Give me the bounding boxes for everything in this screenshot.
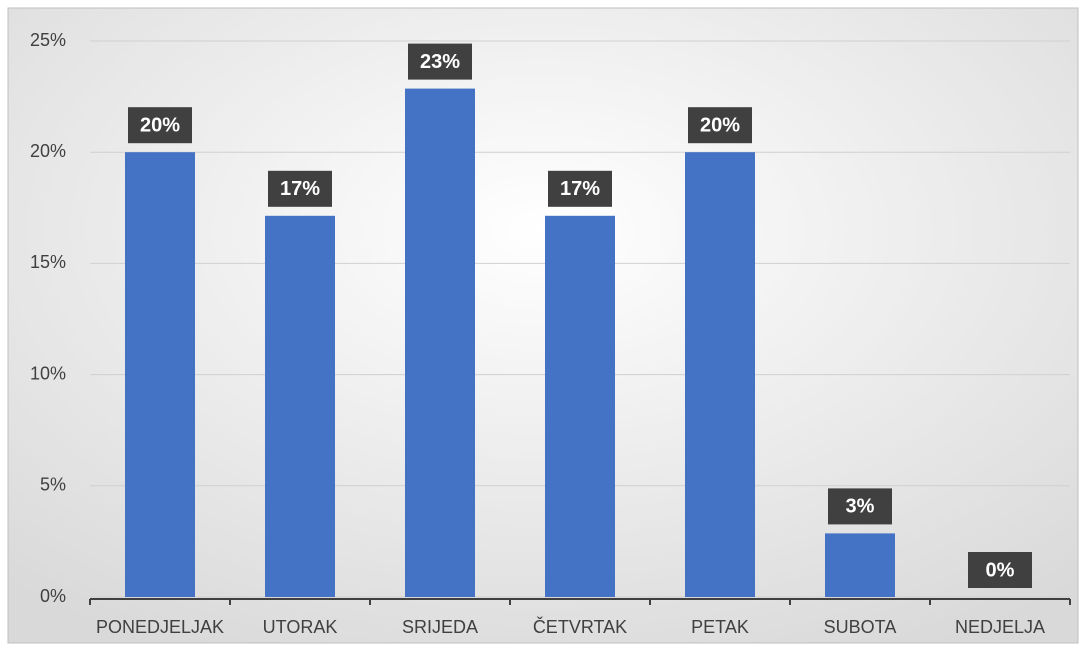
value-label-box	[828, 488, 892, 525]
bar	[405, 88, 475, 597]
x-tick-label: NEDJELJA	[955, 617, 1045, 637]
y-tick-label: 5%	[40, 475, 66, 495]
bar	[265, 215, 335, 597]
x-tick-label: ČETVRTAK	[533, 616, 627, 637]
y-tick-label: 0%	[40, 586, 66, 606]
y-tick-label: 25%	[30, 30, 66, 50]
value-label-box	[968, 552, 1032, 588]
value-label-box	[548, 170, 612, 207]
value-label: 20%	[700, 114, 740, 136]
value-label: 20%	[140, 114, 180, 136]
value-label-box	[688, 107, 752, 144]
value-label: 23%	[420, 51, 460, 73]
value-label-box	[408, 43, 472, 80]
bar	[685, 152, 755, 597]
x-tick-label: SUBOTA	[824, 617, 897, 637]
value-label-box	[268, 170, 332, 207]
x-tick-label: PONEDJELJAK	[96, 617, 224, 637]
y-tick-label: 10%	[30, 363, 66, 383]
y-tick-label: 15%	[30, 252, 66, 272]
x-tick-label: PETAK	[691, 617, 749, 637]
bar	[125, 152, 195, 597]
bar	[825, 533, 895, 597]
bar	[545, 215, 615, 597]
value-label: 3%	[846, 496, 875, 518]
value-label: 17%	[280, 178, 320, 200]
value-label: 0%	[986, 559, 1015, 581]
y-tick-label: 20%	[30, 141, 66, 161]
value-label: 17%	[560, 178, 600, 200]
value-label-box	[128, 107, 192, 144]
x-tick-label: SRIJEDA	[402, 617, 478, 637]
x-tick-label: UTORAK	[263, 617, 338, 637]
